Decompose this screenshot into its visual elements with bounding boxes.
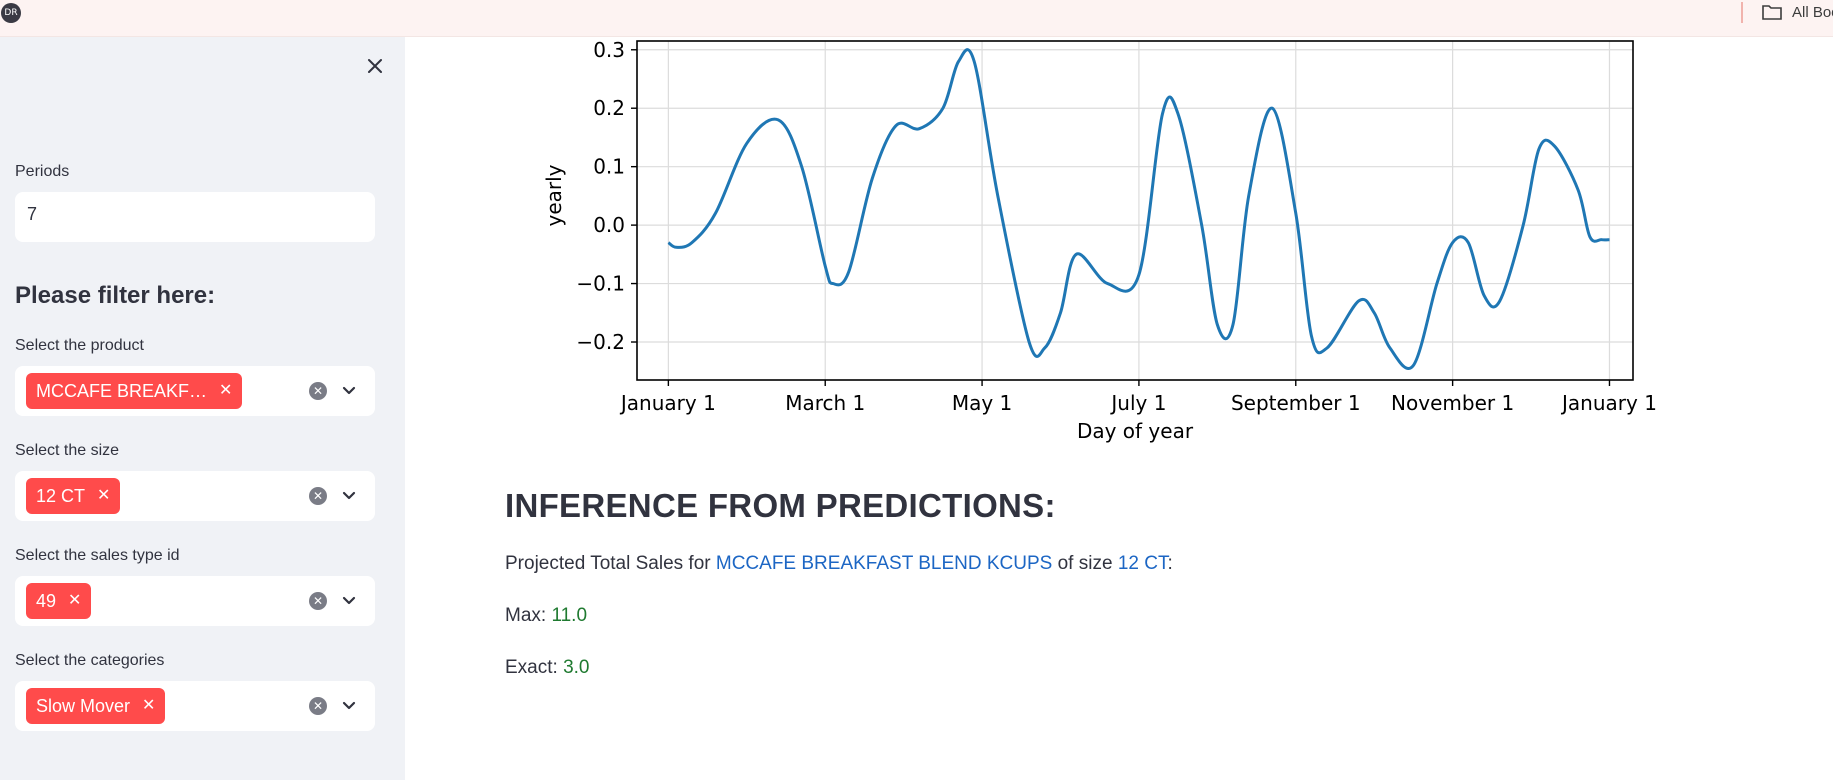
y-tick-label: −0.2 <box>576 330 625 354</box>
x-tick-label: January 1 <box>619 391 716 415</box>
periods-input[interactable]: 7 <box>15 192 375 242</box>
yearly-series-line <box>667 48 1610 370</box>
remove-tag-icon[interactable]: ✕ <box>219 382 233 399</box>
product-name: MCCAFE BREAKFAST BLEND KCUPS <box>715 553 1053 574</box>
size-tag-label: 12 CT <box>36 486 86 506</box>
clear-icon[interactable]: ✕ <box>309 487 327 505</box>
chevron-down-icon[interactable] <box>340 697 358 715</box>
size-multiselect[interactable]: 12 CT ✕ ✕ <box>15 471 375 521</box>
exact-value: 3.0 <box>563 657 590 678</box>
exact-label: Exact: <box>505 657 564 678</box>
x-tick-label: November 1 <box>1391 391 1514 415</box>
periods-label: Periods <box>15 163 70 180</box>
y-axis-label: yearly <box>542 164 566 226</box>
sales-type-tag-label: 49 <box>36 591 57 611</box>
remove-tag-icon[interactable]: ✕ <box>68 592 82 609</box>
profile-logo-icon[interactable]: DR <box>1 3 21 23</box>
sales-type-tag: 49 ✕ <box>26 583 92 619</box>
x-tick-label: March 1 <box>785 391 865 415</box>
close-sidebar-icon[interactable] <box>364 55 386 77</box>
y-tick-label: 0.2 <box>593 96 625 120</box>
x-tick-label: September 1 <box>1231 391 1361 415</box>
chevron-down-icon[interactable] <box>340 592 358 610</box>
bookmarks-separator <box>1741 2 1743 23</box>
chevron-down-icon[interactable] <box>340 382 358 400</box>
product-filter-label: Select the product <box>15 337 144 354</box>
x-tick-label: July 1 <box>1109 391 1166 415</box>
exact-line: Exact: 3.0 <box>505 657 590 679</box>
y-tick-label: 0.1 <box>593 155 625 179</box>
max-label: Max: <box>505 605 552 626</box>
product-multiselect[interactable]: MCCAFE BREAKF… ✕ ✕ <box>15 366 375 416</box>
chevron-down-icon[interactable] <box>340 487 358 505</box>
max-line: Max: 11.0 <box>505 605 587 627</box>
projected-prefix: Projected Total Sales for <box>505 553 716 574</box>
sales-type-multiselect[interactable]: 49 ✕ ✕ <box>15 576 375 626</box>
product-tag-label: MCCAFE BREAKF… <box>36 381 208 401</box>
categories-filter-label: Select the categories <box>15 652 165 669</box>
size-tag: 12 CT ✕ <box>26 478 121 514</box>
remove-tag-icon[interactable]: ✕ <box>142 697 156 714</box>
x-tick-label: May 1 <box>952 391 1012 415</box>
y-tick-label: −0.1 <box>576 272 625 296</box>
inference-title: INFERENCE FROM PREDICTIONS: <box>505 487 1056 524</box>
clear-icon[interactable]: ✕ <box>309 697 327 715</box>
categories-tag-label: Slow Mover <box>36 696 131 716</box>
colon-text: : <box>1167 553 1173 574</box>
all-bookmarks-link[interactable]: All Boo <box>1792 4 1833 21</box>
folder-icon[interactable] <box>1761 2 1783 22</box>
y-tick-label: 0.3 <box>593 38 625 62</box>
categories-tag: Slow Mover ✕ <box>26 688 166 724</box>
y-tick-label: 0.0 <box>593 213 625 237</box>
max-value: 11.0 <box>551 605 588 626</box>
x-tick-label: January 1 <box>1560 391 1657 415</box>
size-value: 12 CT <box>1117 553 1168 574</box>
main-content: 0.3 0.2 0.1 0.0 −0.1 −0.2 January 1 March 1 May … <box>405 37 1833 780</box>
size-filter-label: Select the size <box>15 442 120 459</box>
filter-heading: Please filter here: <box>15 282 216 309</box>
sales-type-filter-label: Select the sales type id <box>15 547 180 564</box>
clear-icon[interactable]: ✕ <box>309 592 327 610</box>
plot-frame <box>636 40 1634 381</box>
of-size-text: of size <box>1052 553 1118 574</box>
product-tag: MCCAFE BREAKF… ✕ <box>26 373 243 409</box>
yearly-seasonality-chart: 0.3 0.2 0.1 0.0 −0.1 −0.2 January 1 March 1 May … <box>542 38 1657 443</box>
x-axis-label: Day of year <box>1077 419 1194 443</box>
browser-bookmarks-bar: DR All Boo <box>0 0 1833 37</box>
clear-icon[interactable]: ✕ <box>309 382 327 400</box>
sidebar: Periods 7 Please filter here: Select the… <box>0 37 405 780</box>
projected-sales-line: Projected Total Sales for MCCAFE BREAKFA… <box>505 553 1173 575</box>
remove-tag-icon[interactable]: ✕ <box>97 487 111 504</box>
categories-multiselect[interactable]: Slow Mover ✕ ✕ <box>15 681 375 731</box>
